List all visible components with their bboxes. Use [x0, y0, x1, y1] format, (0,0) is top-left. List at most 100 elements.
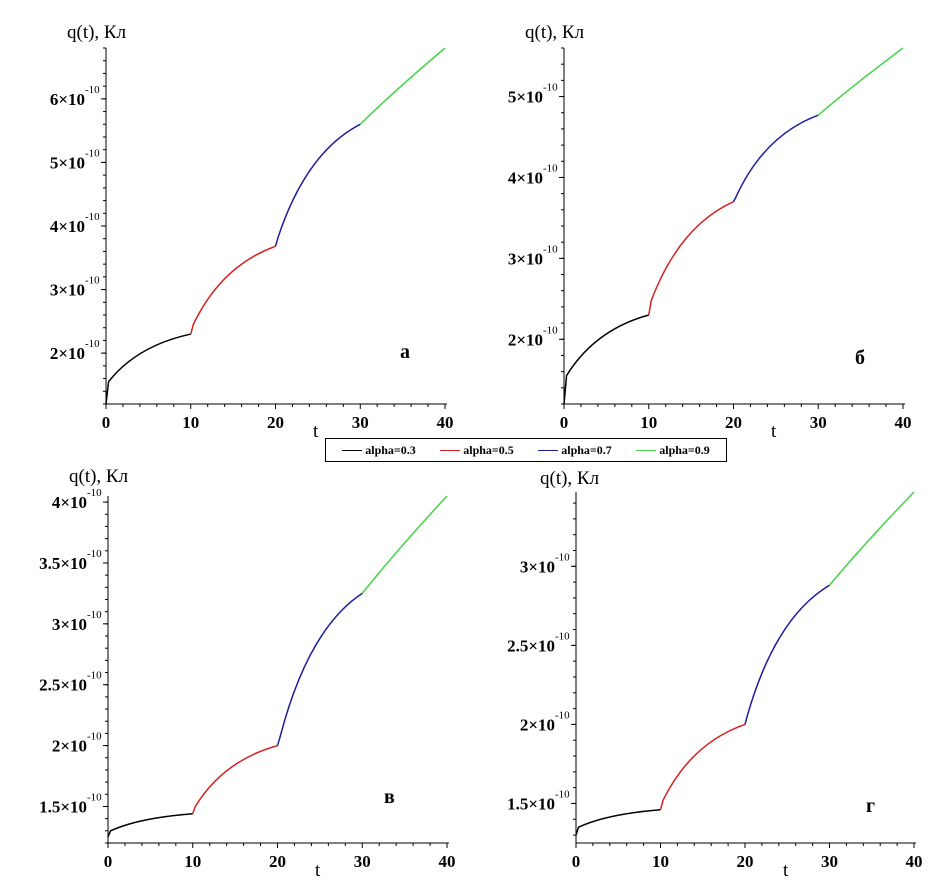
y-tick-label: 5×10 — [50, 153, 85, 172]
x-tick-label: 0 — [560, 413, 569, 432]
x-tick-label: 0 — [102, 413, 111, 432]
y-tick-exponent: -10 — [87, 791, 102, 803]
x-tick-label: 40 — [437, 413, 454, 432]
x-tick-label: 10 — [182, 413, 199, 432]
y-tick-exponent: -10 — [555, 630, 570, 642]
legend-label: alpha=0.7 — [561, 442, 612, 457]
y-tick-exponent: -10 — [87, 487, 102, 499]
x-tick-label: 30 — [821, 852, 838, 871]
y-tick-label: 4×10 — [52, 493, 87, 512]
legend-item-alpha-0.5: alpha=0.5 — [440, 443, 514, 458]
legend-label: alpha=0.3 — [365, 442, 416, 457]
y-tick-label: 6×10 — [50, 90, 85, 109]
y-tick-label: 5×10 — [508, 88, 543, 107]
series-alpha-0.5 — [648, 201, 734, 316]
series-alpha-0.7 — [732, 114, 819, 203]
legend: alpha=0.3 alpha=0.5 alpha=0.7 alpha=0.9 — [325, 438, 727, 462]
series-alpha-0.7 — [274, 123, 361, 247]
y-tick-exponent: -10 — [85, 275, 100, 287]
series-alpha-0.3 — [107, 813, 193, 838]
y-tick-exponent: -10 — [543, 82, 558, 94]
x-tick-label: 10 — [640, 413, 657, 432]
x-tick-label: 30 — [354, 852, 371, 871]
y-tick-exponent: -10 — [85, 211, 100, 223]
y-tick-label: 1.5×10 — [507, 794, 555, 813]
y-tick-exponent: -10 — [85, 84, 100, 96]
chart-panel-г: 0 10 20 30 401.5×10 -102×10 -102.5×10 -103×10 -1… — [507, 468, 922, 881]
y-axis-label: q(t), Кл — [525, 22, 585, 43]
y-tick-label: 3×10 — [508, 249, 543, 268]
y-tick-label: 2×10 — [520, 715, 555, 734]
y-tick-label: 2×10 — [52, 737, 87, 756]
y-tick-label: 4×10 — [508, 168, 543, 187]
y-tick-exponent: -10 — [555, 788, 570, 800]
series-alpha-0.5 — [190, 245, 276, 335]
x-tick-label: 0 — [572, 852, 581, 871]
y-tick-exponent: -10 — [87, 731, 102, 743]
y-tick-exponent: -10 — [85, 338, 100, 350]
chart-panel-б: 0 10 20 30 402×10 -103×10-104×10 -105×10 -10q(t… — [508, 22, 912, 442]
series-alpha-0.5 — [192, 744, 278, 815]
x-axis-label: t — [783, 860, 789, 881]
y-tick-exponent: -10 — [87, 548, 102, 560]
x-axis-label: t — [771, 421, 777, 442]
x-tick-label: 0 — [104, 852, 113, 871]
y-tick-exponent: -10 — [85, 147, 100, 159]
series-alpha-0.9 — [359, 47, 446, 125]
x-axis-label: t — [313, 421, 319, 442]
x-tick-label: 10 — [184, 852, 201, 871]
y-axis-label: q(t), Кл — [67, 22, 127, 43]
series-alpha-0.3 — [105, 333, 191, 405]
y-axis-label: q(t), Кл — [540, 468, 600, 489]
y-tick-label: 2×10 — [508, 330, 543, 349]
panel-letter: б — [855, 347, 865, 369]
y-tick-label: 3.5×10 — [39, 554, 87, 573]
x-tick-label: 30 — [352, 413, 369, 432]
panel-letter: в — [384, 786, 395, 808]
y-tick-label: 3×10 — [520, 557, 555, 576]
legend-swatch — [440, 449, 461, 451]
x-tick-label: 20 — [267, 413, 284, 432]
y-tick-exponent: -10 — [87, 609, 102, 621]
legend-swatch — [636, 449, 657, 451]
y-tick-exponent: -10 — [87, 670, 102, 682]
series-alpha-0.7 — [744, 584, 830, 725]
panel-letter: г — [866, 795, 875, 817]
legend-swatch — [538, 449, 559, 451]
y-tick-exponent: -10 — [555, 709, 570, 721]
legend-label: alpha=0.5 — [463, 442, 514, 457]
y-tick-label: 3×10 — [52, 615, 87, 634]
y-tick-label: 1.5×10 — [39, 797, 87, 816]
chart-panel-а: 0 10 20 30 402×10 -103×10 -104×10 -105×10 -106×1… — [50, 22, 454, 442]
legend-swatch — [342, 449, 363, 451]
y-tick-label: 2.5×10 — [39, 676, 87, 695]
y-tick-label: 2×10 — [50, 344, 85, 363]
legend-label: alpha=0.9 — [659, 442, 710, 457]
y-tick-exponent: -10 — [543, 324, 558, 336]
x-tick-label: 40 — [906, 852, 923, 871]
x-tick-label: 20 — [737, 852, 754, 871]
x-tick-label: 30 — [810, 413, 827, 432]
chart-panel-в: 0 10 20 30 401.5×10 -102×10 -102.5×10 -103×10 -1… — [39, 466, 455, 881]
y-axis-label: q(t), Кл — [69, 466, 129, 487]
y-tick-label: 2.5×10 — [507, 636, 555, 655]
x-tick-label: 20 — [269, 852, 286, 871]
x-tick-label: 40 — [895, 413, 912, 432]
series-alpha-0.9 — [361, 495, 448, 594]
x-tick-label: 40 — [439, 852, 456, 871]
panel-letter: а — [400, 341, 410, 363]
series-alpha-0.3 — [575, 809, 661, 836]
series-alpha-0.3 — [563, 314, 649, 405]
series-alpha-0.9 — [828, 491, 915, 586]
x-tick-label: 20 — [725, 413, 742, 432]
x-tick-label: 10 — [652, 852, 669, 871]
y-tick-label: 3×10 — [50, 281, 85, 300]
y-tick-exponent: -10 — [543, 243, 558, 255]
y-tick-exponent: -10 — [555, 551, 570, 563]
series-alpha-0.5 — [659, 723, 746, 810]
legend-item-alpha-0.7: alpha=0.7 — [538, 443, 612, 458]
series-alpha-0.7 — [276, 592, 363, 746]
y-tick-label: 4×10 — [50, 217, 85, 236]
x-axis-label: t — [315, 860, 321, 881]
